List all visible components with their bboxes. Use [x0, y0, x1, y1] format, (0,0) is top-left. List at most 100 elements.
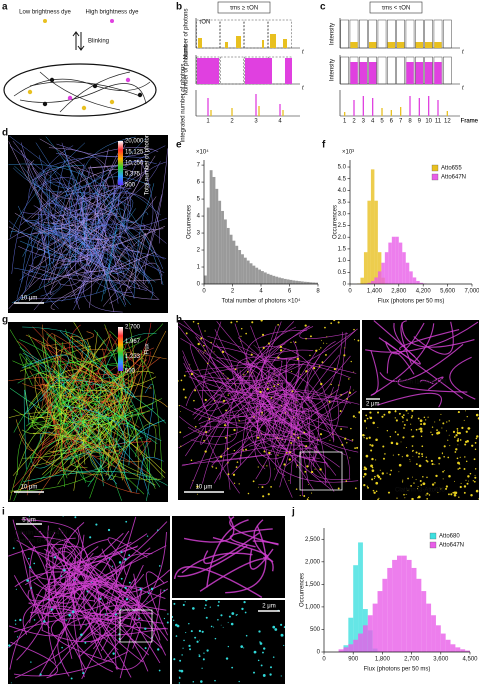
spot	[258, 630, 261, 633]
spot	[190, 372, 194, 376]
spot	[288, 480, 290, 482]
spot	[453, 491, 456, 494]
filament	[236, 356, 357, 383]
spot	[431, 463, 434, 466]
filament	[19, 346, 58, 451]
filament	[59, 545, 167, 586]
spot	[445, 485, 448, 488]
filament	[83, 552, 167, 611]
y-multiplier: ×10⁴	[196, 149, 209, 156]
filament	[180, 355, 351, 424]
spot	[386, 472, 388, 474]
filament	[192, 343, 286, 416]
spot	[223, 399, 226, 402]
spot	[243, 374, 245, 376]
spot	[434, 482, 436, 484]
spot	[92, 609, 94, 611]
filament	[75, 376, 126, 387]
filament	[48, 375, 94, 452]
spot	[241, 607, 244, 611]
y-tick-label: 2.5	[338, 223, 347, 229]
spot	[146, 601, 148, 603]
spot	[453, 436, 456, 438]
filament	[213, 346, 286, 480]
histogram-bar	[370, 169, 375, 284]
filament	[91, 580, 168, 636]
filament	[79, 585, 142, 631]
spot	[392, 454, 394, 456]
filament	[136, 159, 154, 247]
spot	[240, 341, 241, 342]
filament	[286, 390, 349, 440]
spot	[231, 666, 234, 669]
spot	[474, 468, 477, 470]
filament	[400, 320, 412, 365]
micrograph-content	[8, 322, 168, 502]
row-label: Number of photons	[184, 8, 190, 59]
spot	[172, 616, 174, 618]
spot	[396, 497, 398, 499]
spot	[178, 405, 180, 407]
histogram-bar	[392, 559, 397, 652]
histogram-bar	[286, 279, 290, 284]
histogram-bar	[363, 252, 368, 284]
micrograph-content	[173, 516, 279, 598]
spot	[53, 556, 57, 559]
filament	[25, 516, 101, 589]
filament	[27, 160, 87, 236]
histogram-bar	[374, 200, 378, 284]
spot	[80, 633, 83, 637]
burst	[415, 42, 423, 48]
filament	[33, 570, 56, 591]
x-tick-label: 1,400	[367, 289, 383, 295]
filament	[182, 453, 272, 466]
spot	[463, 491, 466, 494]
filament	[15, 419, 102, 476]
spot	[439, 419, 441, 421]
spot	[420, 430, 423, 433]
spot	[435, 474, 438, 478]
spot	[346, 398, 349, 400]
spot	[377, 427, 379, 428]
spot	[205, 430, 208, 433]
spot	[403, 427, 405, 429]
spot	[464, 456, 466, 458]
legend-label: Atto647N	[441, 175, 466, 181]
filament	[70, 437, 118, 468]
y-tick-label: 3.0	[338, 211, 347, 217]
spot	[89, 536, 92, 539]
spot	[244, 611, 247, 614]
dye	[137, 92, 143, 98]
filament	[135, 438, 152, 456]
row-label: Intensity	[330, 23, 336, 45]
scale-label: 10 μm	[21, 485, 38, 491]
spot	[283, 644, 285, 647]
filament	[79, 633, 109, 657]
spot	[256, 388, 258, 390]
spot	[363, 468, 365, 470]
filament	[22, 353, 155, 487]
spot	[266, 387, 269, 391]
spot	[466, 415, 468, 418]
spot	[252, 480, 255, 483]
filament	[54, 334, 63, 458]
spot	[293, 439, 295, 441]
spot	[406, 454, 409, 457]
spot	[330, 322, 333, 325]
filament	[38, 357, 145, 496]
spot	[33, 562, 36, 565]
spot	[370, 464, 373, 468]
spot	[339, 410, 342, 413]
colorbar	[118, 141, 123, 185]
filament	[107, 537, 148, 561]
spot	[407, 489, 409, 491]
spot	[412, 455, 414, 457]
spot	[437, 492, 439, 494]
spot	[303, 495, 306, 497]
filament	[119, 589, 143, 679]
filament	[27, 574, 114, 602]
spot	[272, 625, 276, 629]
histogram-bar	[303, 281, 307, 284]
burst	[359, 62, 367, 84]
spot	[196, 493, 198, 495]
